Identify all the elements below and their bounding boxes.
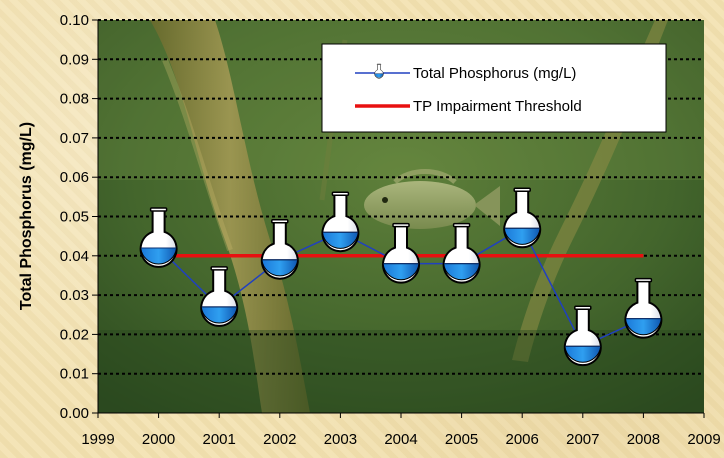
y-tick-label: 0.01 [60, 366, 89, 383]
x-tick-label: 2009 [687, 431, 720, 448]
x-tick-label: 2005 [445, 431, 478, 448]
legend-item-total-phosphorus: Total Phosphorus (mg/L) [355, 63, 576, 82]
y-tick-label: 0.06 [60, 169, 89, 186]
y-tick-label: 0.04 [60, 248, 89, 265]
y-tick-label: 0.03 [60, 287, 89, 304]
x-tick-label: 1999 [81, 431, 114, 448]
x-tick-label: 2003 [324, 431, 357, 448]
legend: Total Phosphorus (mg/L) TP Impairment Th… [321, 43, 667, 133]
axes [92, 19, 705, 418]
y-tick-label: 0.09 [60, 51, 89, 68]
x-tick-label: 2006 [506, 431, 539, 448]
x-tick-labels: 1999 2000 2001 2002 2003 2004 2005 2006 2007 2008… [81, 431, 720, 448]
y-tick-label: 0.07 [60, 130, 89, 147]
y-tick-label: 0.02 [60, 326, 89, 343]
y-axis-label: Total Phosphorus (mg/L) [18, 122, 35, 310]
y-tick-label: 0.10 [60, 12, 89, 29]
y-tick-label: 0.05 [60, 209, 89, 226]
x-tick-label: 2002 [263, 431, 296, 448]
y-tick-labels: 0.00 0.01 0.02 0.03 0.04 0.05 0.06 0.07 0.08 0.09… [60, 12, 89, 422]
y-tick-label: 0.08 [60, 91, 89, 108]
legend-item-impairment-threshold: TP Impairment Threshold [355, 98, 582, 115]
x-tick-label: 2008 [627, 431, 660, 448]
x-tick-label: 2007 [566, 431, 599, 448]
legend-label-total-phosphorus: Total Phosphorus (mg/L) [413, 65, 576, 82]
x-tick-label: 2001 [203, 431, 236, 448]
legend-label-impairment-threshold: TP Impairment Threshold [413, 98, 582, 115]
x-tick-label: 2004 [384, 431, 417, 448]
y-tick-label: 0.00 [60, 405, 89, 422]
x-tick-label: 2000 [142, 431, 175, 448]
